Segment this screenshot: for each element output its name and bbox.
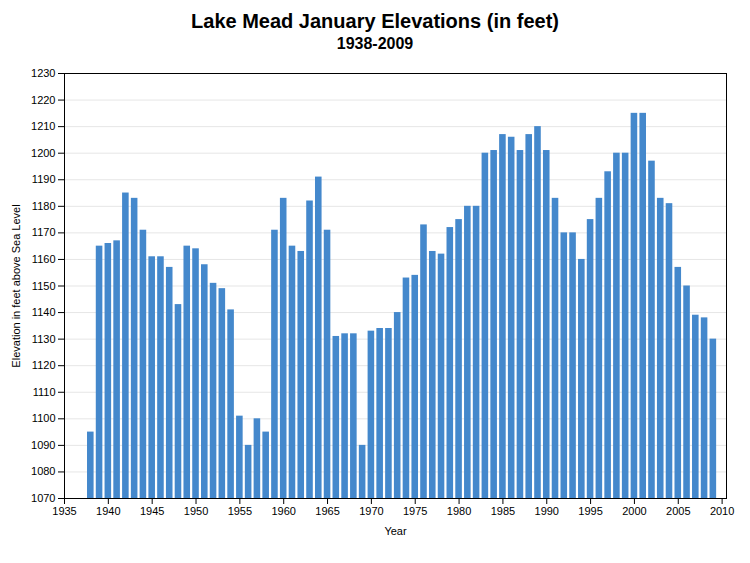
- svg-text:2000: 2000: [622, 505, 646, 517]
- svg-text:1130: 1130: [32, 333, 56, 345]
- svg-text:1080: 1080: [31, 465, 55, 477]
- svg-text:1180: 1180: [32, 200, 56, 212]
- svg-text:1110: 1110: [33, 386, 56, 398]
- svg-text:1150: 1150: [32, 280, 56, 292]
- svg-text:Elevation in feet above Sea Le: Elevation in feet above Sea Level: [10, 204, 22, 367]
- html-text:Lake Mead January Elevations (: Lake Mead January Elevations (in feet): [191, 10, 559, 32]
- svg-text:1990: 1990: [535, 505, 559, 517]
- svg-text:1995: 1995: [578, 505, 602, 517]
- html-text:1938-2009: 1938-2009: [336, 35, 414, 52]
- svg-text:1220: 1220: [31, 94, 55, 106]
- svg-text:2010: 2010: [710, 505, 734, 517]
- svg-text:2005: 2005: [666, 505, 690, 517]
- svg-text:1980: 1980: [447, 505, 471, 517]
- svg-text:1120: 1120: [32, 359, 56, 371]
- svg-text:1170: 1170: [32, 226, 56, 238]
- svg-text:1950: 1950: [184, 505, 208, 517]
- svg-text:1210: 1210: [31, 120, 55, 132]
- svg-text:1955: 1955: [228, 505, 252, 517]
- svg-text:1230: 1230: [31, 67, 55, 79]
- svg-text:1960: 1960: [271, 505, 295, 517]
- svg-text:1140: 1140: [32, 306, 56, 318]
- svg-text:1100: 1100: [32, 412, 56, 424]
- svg-text:1160: 1160: [32, 253, 56, 265]
- svg-text:1945: 1945: [140, 505, 164, 517]
- svg-text:1940: 1940: [96, 505, 120, 517]
- svg-text:1190: 1190: [32, 173, 56, 185]
- svg-text:1975: 1975: [403, 505, 427, 517]
- svg-text:1985: 1985: [491, 505, 515, 517]
- svg-text:1970: 1970: [359, 505, 383, 517]
- svg-text:1090: 1090: [31, 439, 55, 451]
- svg-text:Year: Year: [384, 525, 407, 537]
- svg-text:1965: 1965: [315, 505, 339, 517]
- svg-text:1935: 1935: [52, 505, 76, 517]
- svg-text:1070: 1070: [31, 492, 55, 504]
- svg-text:1200: 1200: [31, 147, 55, 159]
